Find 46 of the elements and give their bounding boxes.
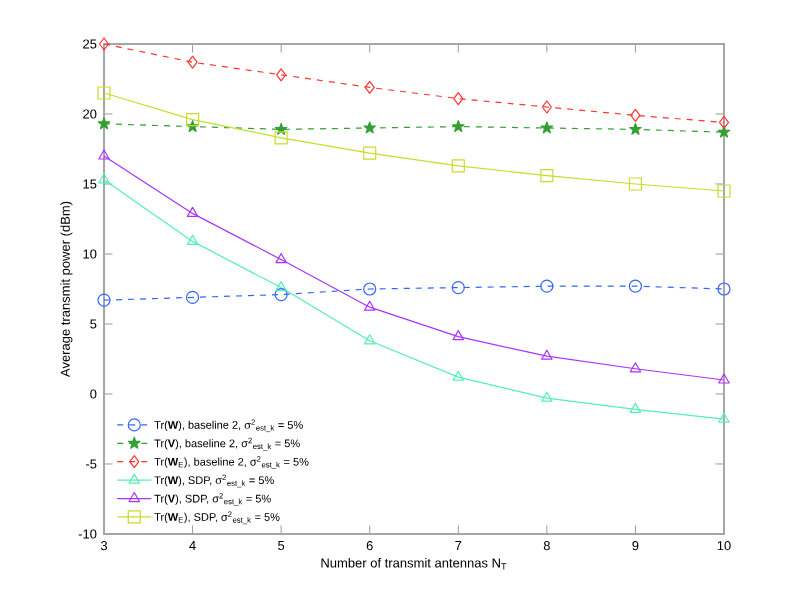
point: [363, 121, 377, 134]
point: [97, 293, 111, 307]
point: [540, 279, 554, 293]
point: [717, 282, 731, 296]
point: [187, 55, 198, 69]
point: [276, 68, 287, 82]
point: [452, 329, 465, 341]
point: [185, 112, 200, 127]
point: [274, 287, 288, 302]
point: [451, 119, 465, 133]
point: [98, 149, 110, 160]
point: [274, 131, 288, 145]
point: [451, 280, 465, 295]
point: [97, 117, 111, 130]
point: [363, 334, 376, 345]
point: [275, 280, 287, 292]
point: [186, 234, 199, 245]
point: [186, 206, 199, 217]
point: [364, 80, 375, 94]
point: [275, 252, 287, 264]
point: [97, 86, 111, 100]
point: [629, 402, 642, 413]
point: [628, 279, 643, 293]
point: [98, 37, 110, 51]
point: [363, 146, 377, 160]
point: [541, 349, 553, 360]
point: [452, 370, 465, 381]
point: [541, 100, 552, 114]
point: [718, 412, 730, 423]
point: [630, 108, 641, 122]
point: [629, 122, 642, 135]
point: [629, 362, 642, 373]
point: [717, 125, 731, 138]
point: [540, 121, 554, 134]
point: [451, 159, 465, 173]
point: [541, 391, 553, 402]
point: [540, 168, 554, 183]
point: [628, 177, 643, 191]
point: [718, 373, 730, 384]
point: [718, 115, 730, 129]
point: [453, 91, 464, 106]
point: [717, 184, 731, 198]
point: [363, 282, 377, 296]
point: [185, 290, 200, 304]
point: [98, 173, 110, 184]
point: [363, 300, 376, 311]
